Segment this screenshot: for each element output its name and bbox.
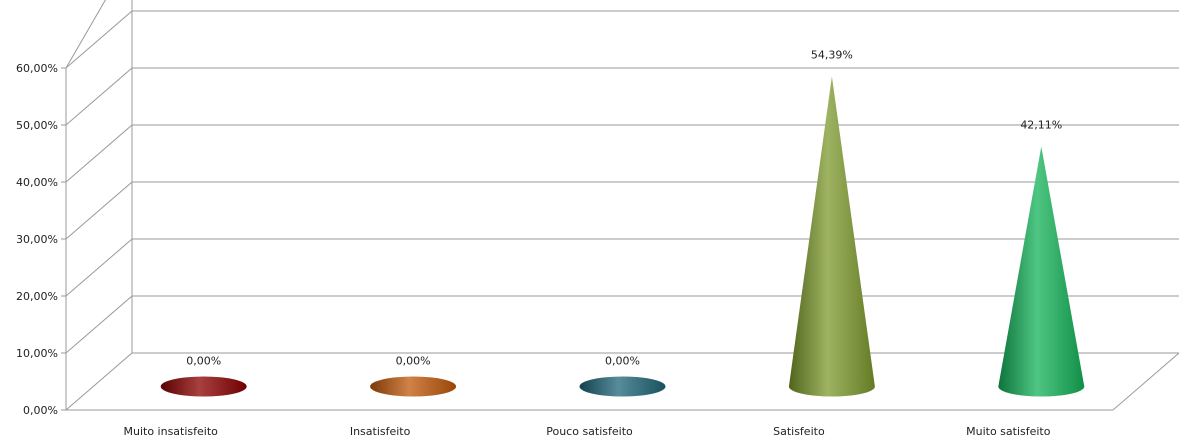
- gridline-side: [65, 352, 133, 411]
- data-label: 42,11%: [1020, 118, 1062, 131]
- cone-2: [370, 376, 457, 397]
- gridlines: [65, 10, 1179, 411]
- cone-5: [998, 146, 1085, 397]
- gridline-side: [65, 238, 133, 297]
- cone-3: [579, 376, 666, 397]
- cone-4: [788, 76, 875, 397]
- data-label: 0,00%: [605, 355, 640, 368]
- gridline-side: [65, 10, 133, 69]
- cone-base: [160, 376, 247, 397]
- x-tick-label: Muito satisfeito: [966, 425, 1051, 438]
- y-tick-label: 30,00%: [16, 233, 58, 246]
- data-label: 54,39%: [811, 48, 853, 61]
- gridline-side: [65, 124, 133, 183]
- y-tick-label: 60,00%: [16, 62, 58, 75]
- cone-base: [370, 376, 457, 397]
- y-tick-label: 10,00%: [16, 347, 58, 360]
- floor-right-edge: [1112, 352, 1180, 411]
- cone-body: [998, 146, 1085, 397]
- gridline-side: [65, 181, 133, 240]
- gridline-side: [65, 295, 133, 354]
- cone-1: [160, 376, 247, 397]
- x-axis-ticks: Muito insatisfeito Insatisfeito Pouco sati…: [123, 425, 1050, 438]
- side-wall-top-edge: [65, 0, 106, 69]
- cones: [160, 76, 1085, 397]
- y-tick-label: 40,00%: [16, 176, 58, 189]
- data-labels: 0,00% 0,00% 0,00% 54,39% 42,11%: [186, 48, 1062, 367]
- data-label: 0,00%: [186, 355, 221, 368]
- y-tick-label: 0,00%: [23, 404, 58, 417]
- y-tick-label: 50,00%: [16, 119, 58, 132]
- y-tick-label: 20,00%: [16, 290, 58, 303]
- cone-base: [579, 376, 666, 397]
- x-tick-label: Insatisfeito: [350, 425, 411, 438]
- x-tick-label: Pouco satisfeito: [546, 425, 633, 438]
- x-tick-label: Satisfeito: [773, 425, 825, 438]
- y-axis-ticks: 0,00% 10,00% 20,00% 30,00% 40,00% 50,00% 60,00…: [16, 62, 66, 417]
- x-tick-label: Muito insatisfeito: [123, 425, 218, 438]
- cone-body: [788, 76, 875, 397]
- data-label: 0,00%: [396, 355, 431, 368]
- gridline-side: [65, 67, 133, 126]
